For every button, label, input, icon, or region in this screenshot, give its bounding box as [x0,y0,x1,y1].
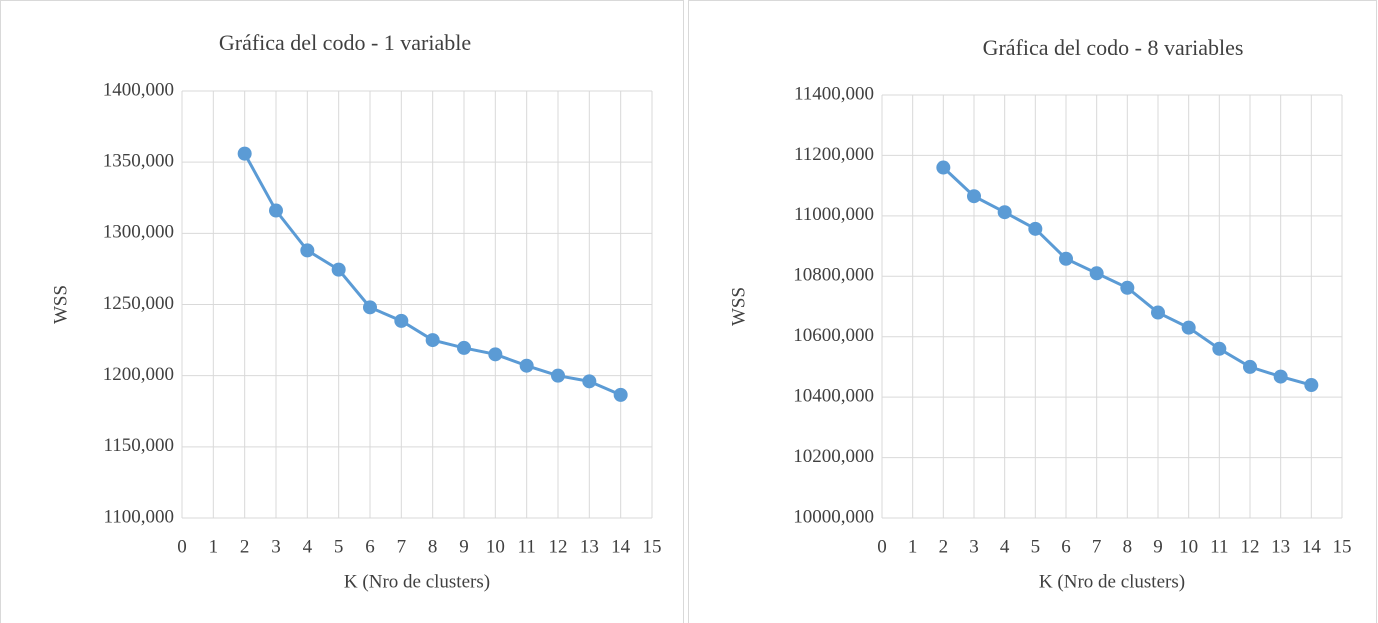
x-tick-label: 1 [908,536,918,557]
x-tick-label: 5 [334,536,344,557]
data-point [613,387,628,402]
data-point [997,205,1012,220]
x-tick-label: 7 [1092,536,1102,557]
data-point [394,313,409,328]
data-point [488,347,503,362]
x-tick-label: 4 [303,536,313,557]
x-tick-label: 6 [365,536,375,557]
y-axis-label: WSS [728,287,749,326]
panel-border [688,0,1377,623]
x-tick-label: 9 [1153,536,1163,557]
x-tick-label: 11 [518,536,536,557]
y-tick-label: 10400,000 [793,386,874,407]
y-tick-label: 1350,000 [103,151,174,172]
x-tick-label: 2 [240,536,250,557]
data-point [237,146,252,161]
x-tick-label: 0 [177,536,187,557]
data-point [1059,251,1073,266]
x-tick-label: 2 [939,536,949,557]
x-tick-label: 0 [877,536,887,557]
x-tick-label: 5 [1031,536,1041,557]
x-tick-label: 7 [397,536,407,557]
data-point [1089,266,1104,281]
data-point [457,340,471,355]
y-axis-label: WSS [50,285,71,324]
x-tick-label: 12 [549,536,568,557]
x-axis-label: K (Nro de clusters) [1039,571,1185,592]
data-point [331,262,346,277]
y-tick-label: 1300,000 [103,222,174,243]
data-point [1243,359,1257,374]
data-point [967,189,981,204]
x-tick-label: 3 [271,536,281,557]
y-tick-label: 11200,000 [794,144,874,165]
y-tick-label: 1250,000 [103,293,174,314]
x-tick-label: 11 [1210,536,1228,557]
y-tick-label: 10200,000 [793,446,874,467]
y-tick-label: 1400,000 [103,79,174,100]
y-tick-label: 10800,000 [793,265,874,286]
x-tick-label: 8 [428,536,438,557]
data-point [363,300,377,315]
panel-border [0,0,684,623]
chart-title: Gráfica del codo - 1 variable [219,30,471,55]
x-tick-label: 1 [209,536,219,557]
data-point [425,333,440,348]
data-point [1212,341,1227,356]
data-point [1120,280,1135,295]
y-tick-label: 11400,000 [794,83,874,104]
data-point [582,374,597,389]
x-tick-label: 3 [969,536,979,557]
y-tick-label: 1150,000 [103,435,174,456]
data-point [519,358,534,373]
y-tick-label: 11000,000 [794,204,874,225]
x-tick-label: 8 [1123,536,1133,557]
x-tick-label: 13 [1271,536,1290,557]
x-tick-label: 13 [580,536,599,557]
x-tick-label: 4 [1000,536,1010,557]
x-tick-label: 10 [1179,536,1198,557]
data-point [936,160,951,175]
x-tick-label: 6 [1061,536,1071,557]
data-point [1304,378,1319,393]
y-tick-label: 1100,000 [103,506,174,527]
x-tick-label: 15 [1333,536,1352,557]
x-tick-label: 14 [611,536,631,557]
y-tick-label: 1200,000 [103,364,174,385]
x-axis-label: K (Nro de clusters) [344,571,490,592]
data-point [1273,369,1288,384]
data-point [551,368,565,383]
y-tick-label: 10000,000 [793,506,874,527]
data-point [1151,305,1165,320]
x-tick-label: 9 [459,536,469,557]
chart-title: Gráfica del codo - 8 variables [983,35,1244,60]
x-tick-label: 15 [643,536,662,557]
y-tick-label: 10600,000 [793,325,874,346]
data-point [1028,221,1043,236]
data-point [1181,320,1196,335]
x-tick-label: 10 [486,536,505,557]
data-point [269,203,283,218]
x-tick-label: 12 [1241,536,1260,557]
x-tick-label: 14 [1302,536,1322,557]
data-point [300,243,315,258]
